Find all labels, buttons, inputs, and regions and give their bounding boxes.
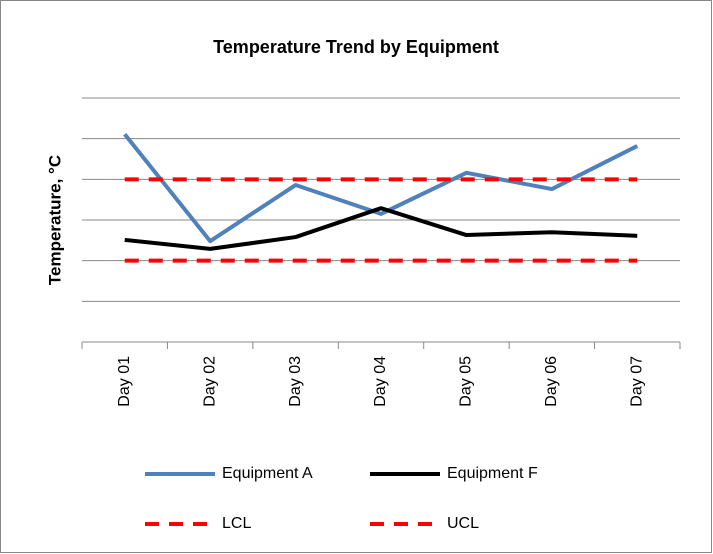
x-tick-label: Day 04 xyxy=(372,356,389,407)
x-tick-label: Day 05 xyxy=(458,356,475,407)
legend-label: LCL xyxy=(222,515,251,532)
series-line xyxy=(124,206,638,251)
legend-label: Equipment F xyxy=(447,465,538,482)
x-tick-label: Day 07 xyxy=(629,356,646,407)
x-tick-label: Day 02 xyxy=(201,356,218,407)
series-line xyxy=(123,132,639,244)
y-axis-label: Temperature, °C xyxy=(45,155,64,285)
x-tick-label: Day 01 xyxy=(116,356,133,407)
x-tick-label: Day 06 xyxy=(543,356,560,407)
legend-label: UCL xyxy=(447,515,479,532)
legend-label: Equipment A xyxy=(222,465,313,482)
x-tick-label: Day 03 xyxy=(287,356,304,407)
chart-title: Temperature Trend by Equipment xyxy=(213,37,499,57)
